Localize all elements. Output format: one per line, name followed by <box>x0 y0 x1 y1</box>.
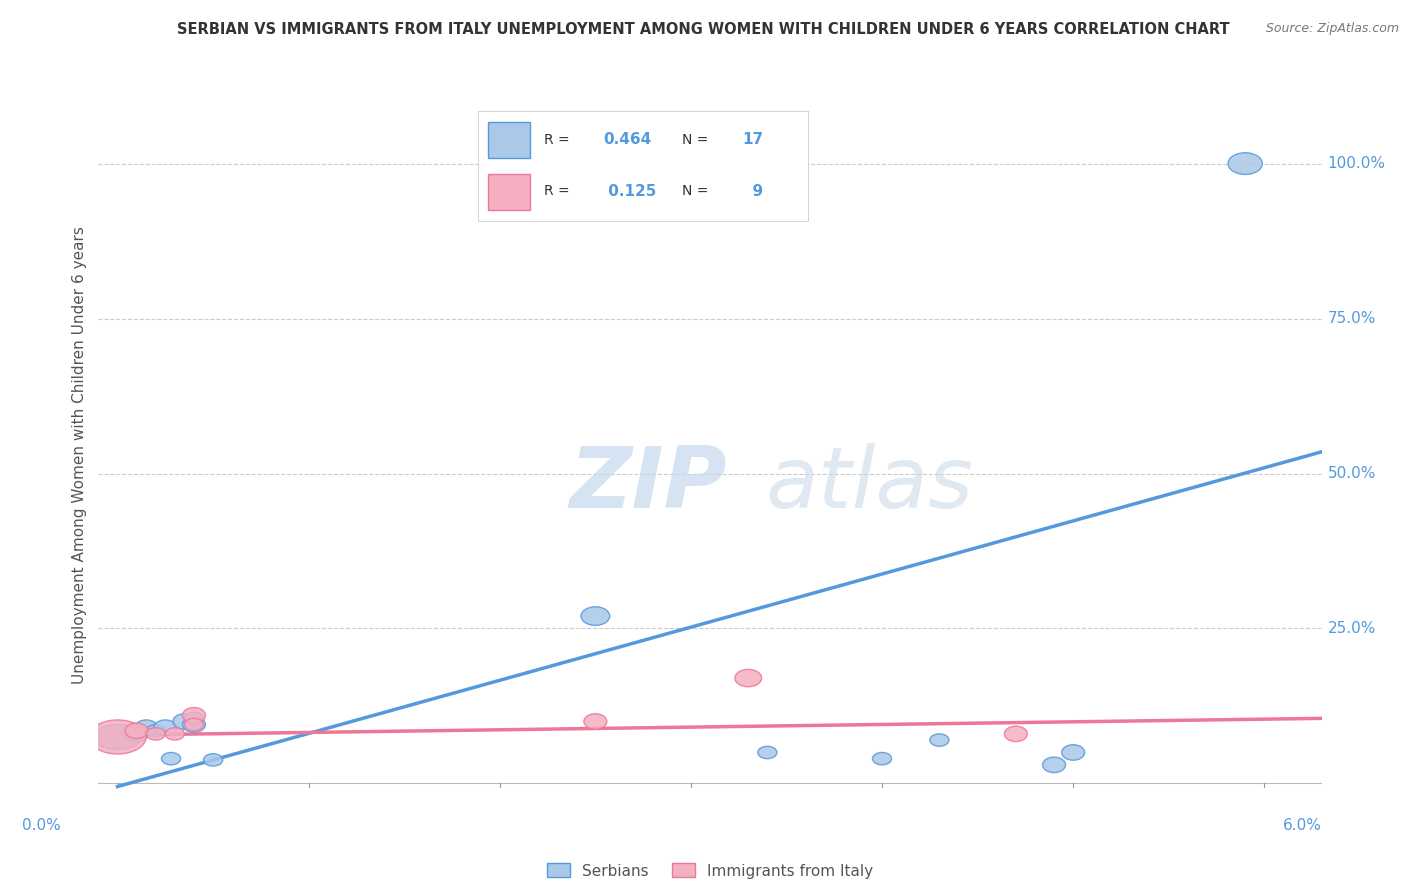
Text: Source: ZipAtlas.com: Source: ZipAtlas.com <box>1265 22 1399 36</box>
Ellipse shape <box>581 607 610 625</box>
Text: 100.0%: 100.0% <box>1327 156 1386 171</box>
Text: 6.0%: 6.0% <box>1282 818 1322 832</box>
Ellipse shape <box>929 734 949 747</box>
Text: ZIP: ZIP <box>569 442 727 525</box>
Ellipse shape <box>583 714 607 730</box>
Ellipse shape <box>873 753 891 764</box>
Ellipse shape <box>166 728 184 740</box>
Ellipse shape <box>183 717 205 732</box>
Ellipse shape <box>183 707 205 723</box>
Ellipse shape <box>204 754 222 766</box>
Legend: Serbians, Immigrants from Italy: Serbians, Immigrants from Italy <box>540 855 880 886</box>
Ellipse shape <box>1004 726 1028 741</box>
Ellipse shape <box>125 723 148 739</box>
Ellipse shape <box>1043 757 1066 772</box>
Text: SERBIAN VS IMMIGRANTS FROM ITALY UNEMPLOYMENT AMONG WOMEN WITH CHILDREN UNDER 6 : SERBIAN VS IMMIGRANTS FROM ITALY UNEMPLO… <box>177 22 1229 37</box>
Y-axis label: Unemployment Among Women with Children Under 6 years: Unemployment Among Women with Children U… <box>72 226 87 684</box>
Ellipse shape <box>153 720 177 735</box>
Ellipse shape <box>184 712 204 724</box>
Ellipse shape <box>146 728 166 740</box>
Ellipse shape <box>146 724 166 737</box>
Text: 50.0%: 50.0% <box>1327 466 1376 481</box>
Ellipse shape <box>162 753 180 764</box>
Ellipse shape <box>94 724 142 749</box>
Text: 25.0%: 25.0% <box>1327 621 1376 636</box>
Text: 75.0%: 75.0% <box>1327 311 1376 326</box>
Ellipse shape <box>1062 745 1084 760</box>
Ellipse shape <box>758 747 778 759</box>
Ellipse shape <box>135 720 157 735</box>
Ellipse shape <box>184 718 204 731</box>
Ellipse shape <box>1227 153 1263 175</box>
Ellipse shape <box>735 669 762 687</box>
Text: atlas: atlas <box>765 442 973 525</box>
Ellipse shape <box>173 714 195 730</box>
Text: 0.0%: 0.0% <box>22 818 60 832</box>
Ellipse shape <box>125 726 148 741</box>
Ellipse shape <box>89 720 146 754</box>
